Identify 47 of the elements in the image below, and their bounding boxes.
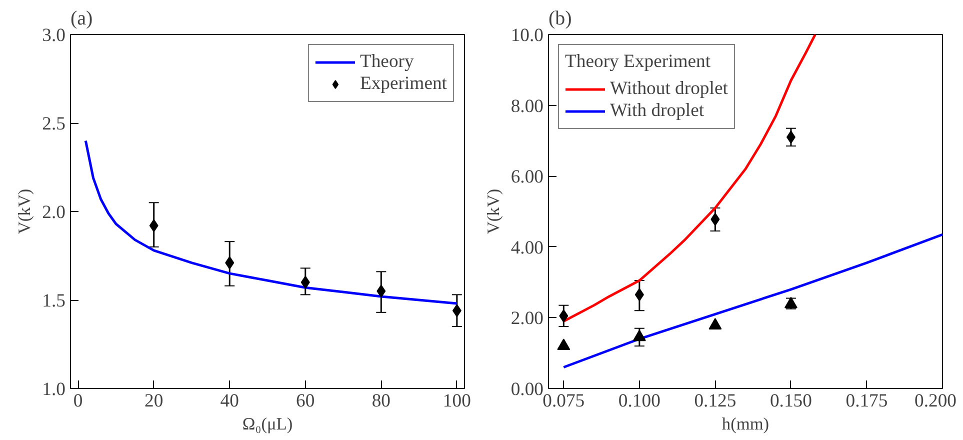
point: [452, 304, 462, 318]
point: [710, 212, 720, 226]
x-tick-label: 40: [220, 390, 239, 412]
x-tick-label: 0.075: [542, 390, 585, 412]
y-axis-title: V(kV): [15, 188, 34, 234]
x-tick-label: 60: [296, 390, 315, 412]
x-tick-label: 0.175: [846, 390, 888, 412]
point: [559, 309, 568, 322]
x-tick-label: 80: [372, 390, 390, 412]
legend-label: Without droplet: [610, 78, 728, 100]
y-tick-label: 6.00: [510, 166, 544, 188]
y-tick-label: 1.0: [42, 379, 66, 400]
chart-title: (b): [548, 8, 572, 30]
y-tick-label: 2.0: [42, 202, 66, 223]
legend-label: Theory: [360, 51, 414, 73]
point: [300, 276, 310, 289]
y-tick-label: 1.5: [42, 290, 66, 312]
x-tick-label: 0.100: [618, 390, 660, 412]
x-tick-label: 0.125: [694, 390, 736, 412]
point: [786, 130, 796, 144]
y-tick-label: 8.00: [510, 96, 544, 117]
point: [634, 288, 644, 302]
y-tick-label: 3.0: [42, 25, 66, 46]
chart-title: (a): [70, 8, 93, 30]
legend-label: With droplet: [610, 100, 704, 122]
y-tick-label: 2.00: [510, 308, 544, 330]
y-tick-label: 4.00: [510, 237, 544, 258]
y-tick-label: 0.00: [510, 379, 544, 400]
point: [632, 330, 646, 342]
line-series: [562, 233, 942, 369]
x-tick-label: 100: [442, 390, 471, 412]
point: [149, 219, 158, 232]
point: [225, 256, 234, 270]
x-axis-title: Ω₀(μL): [242, 414, 293, 434]
point: [708, 318, 722, 330]
x-axis-title: h(mm): [722, 414, 770, 434]
y-tick-label: 2.5: [42, 114, 66, 134]
point: [376, 284, 386, 298]
point: [557, 338, 570, 350]
x-tick-label: 0: [73, 390, 83, 412]
legend-label: Experiment: [360, 73, 447, 95]
x-tick-label: 0.150: [770, 390, 812, 412]
y-axis-title: V(kV): [484, 188, 503, 234]
legend-title: Theory Experiment: [565, 51, 712, 73]
x-tick-label: 20: [144, 390, 164, 412]
y-tick-label: 10.0: [510, 25, 544, 46]
x-tick-label: 0.200: [914, 390, 957, 412]
